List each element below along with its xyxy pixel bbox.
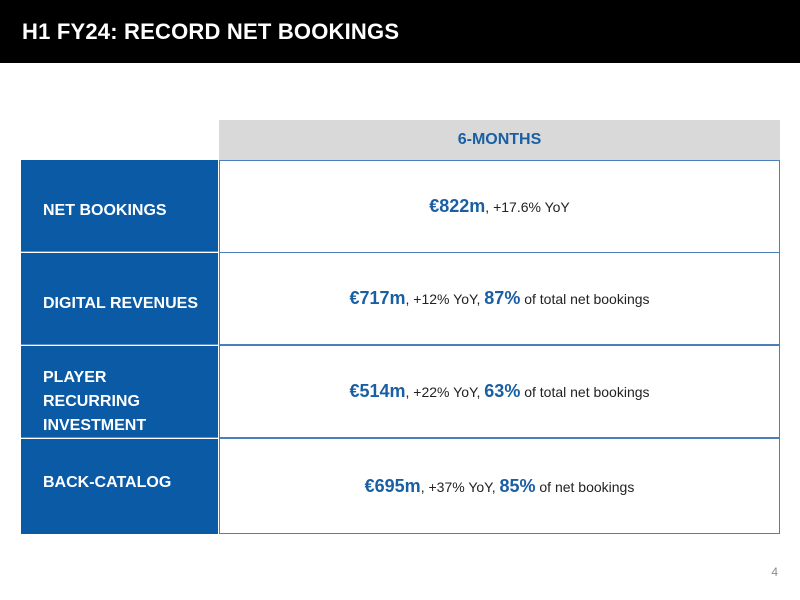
column-header-6-months: 6-MONTHS bbox=[219, 120, 780, 160]
row-value-back-catalog: €695m, +37% YoY, 85% of net bookings bbox=[219, 438, 780, 534]
yoy-text: , +22% YoY, bbox=[405, 384, 485, 400]
yoy-text: , +12% YoY, bbox=[405, 291, 485, 307]
percent-suffix: of total net bookings bbox=[520, 384, 650, 400]
amount-value: €822m bbox=[429, 196, 486, 216]
row-label-digital-revenues: DIGITAL REVENUES bbox=[21, 253, 218, 345]
row-label-player-recurring-investment: PLAYER RECURRING INVESTMENT bbox=[21, 346, 218, 438]
amount-value: €695m bbox=[364, 475, 421, 496]
label-line: INVESTMENT bbox=[43, 417, 147, 434]
percent-suffix: of total net bookings bbox=[520, 291, 650, 307]
yoy-text: , +37% YoY, bbox=[420, 478, 500, 495]
row-value-net-bookings: €822m, +17.6% YoY bbox=[219, 160, 780, 253]
page-number: 4 bbox=[771, 565, 778, 579]
row-label-net-bookings: NET BOOKINGS bbox=[21, 160, 218, 252]
row-label-text: BACK-CATALOG bbox=[43, 474, 172, 491]
percent-value: 63% bbox=[484, 381, 521, 401]
row-label-text: DIGITAL REVENUES bbox=[43, 295, 198, 312]
percent-suffix: of net bookings bbox=[535, 478, 635, 495]
yoy-text: , +17.6% YoY bbox=[485, 199, 570, 215]
row-value-player-recurring-investment: €514m, +22% YoY, 63% of total net bookin… bbox=[219, 345, 780, 438]
label-line: PLAYER bbox=[43, 369, 107, 386]
title-bar: H1 FY24: RECORD NET BOOKINGS bbox=[0, 0, 800, 63]
row-label-text: PLAYER RECURRING INVESTMENT bbox=[43, 366, 146, 438]
percent-value: 87% bbox=[484, 288, 521, 308]
amount-value: €514m bbox=[349, 381, 406, 401]
slide-title: H1 FY24: RECORD NET BOOKINGS bbox=[22, 19, 400, 44]
row-value-digital-revenues: €717m, +12% YoY, 87% of total net bookin… bbox=[219, 252, 780, 345]
amount-value: €717m bbox=[349, 288, 406, 308]
label-line: RECURRING bbox=[43, 393, 140, 410]
row-label-back-catalog: BACK-CATALOG bbox=[21, 439, 218, 534]
percent-value: 85% bbox=[499, 475, 536, 496]
row-label-text: NET BOOKINGS bbox=[43, 202, 167, 219]
